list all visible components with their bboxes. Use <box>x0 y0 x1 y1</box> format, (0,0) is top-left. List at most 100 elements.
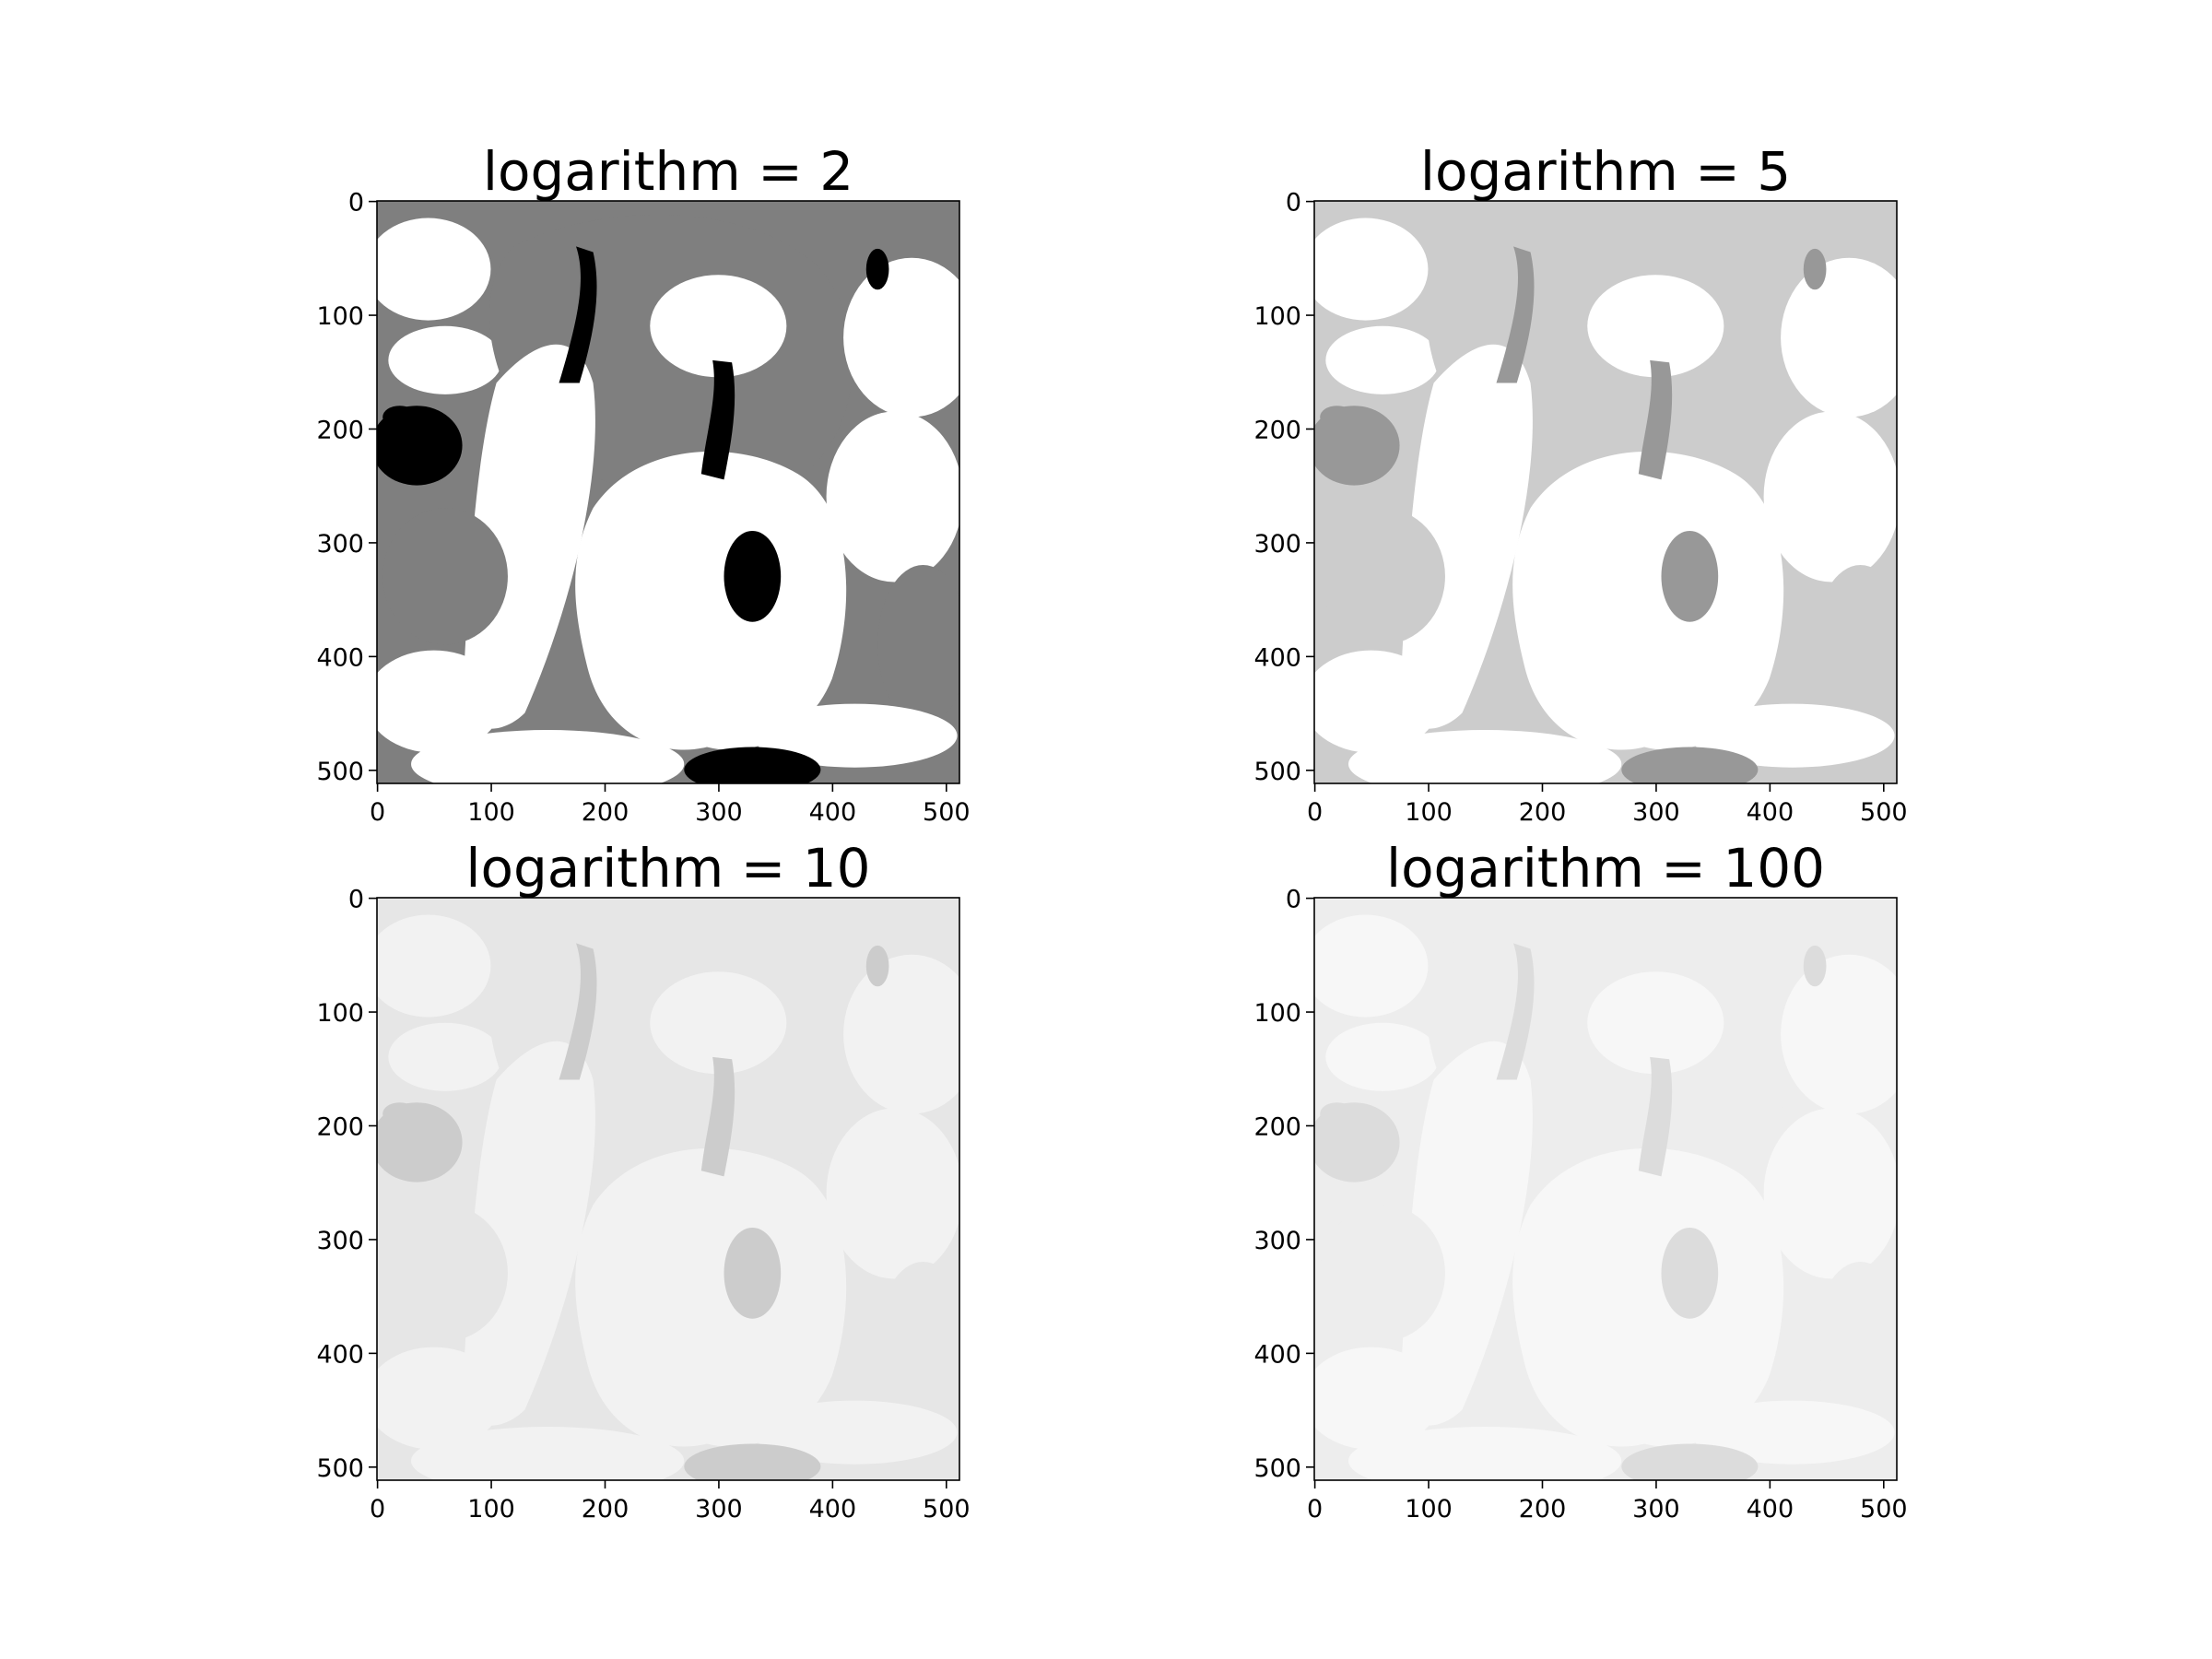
x-tick-label: 300 <box>1632 798 1680 827</box>
peppers-image <box>1314 201 1897 783</box>
x-tick-label: 400 <box>1747 1495 1794 1524</box>
image-region <box>1348 1426 1622 1480</box>
image-region <box>377 650 502 753</box>
y-tick-label: 200 <box>316 416 364 444</box>
image-region <box>1496 246 1535 383</box>
x-tick-label: 400 <box>1747 798 1794 827</box>
image-region <box>1587 971 1724 1075</box>
image-region <box>559 246 597 383</box>
x-tick-label: 500 <box>923 798 971 827</box>
y-tick-label: 100 <box>316 999 364 1028</box>
image-region <box>684 1443 821 1480</box>
x-tick-label: 100 <box>467 1495 515 1524</box>
y-axis: 0 100 200 300 400 500 <box>316 189 377 786</box>
image-region <box>1314 650 1440 753</box>
image-region <box>377 1347 502 1450</box>
image-region <box>1320 1102 1355 1125</box>
image-region <box>1399 344 1533 729</box>
image-region <box>700 359 735 480</box>
y-tick-label: 500 <box>316 758 364 786</box>
x-tick-label: 300 <box>695 1495 743 1524</box>
image-region <box>826 1108 959 1279</box>
image-region <box>462 344 595 729</box>
y-tick-label: 500 <box>1253 1454 1301 1483</box>
image-region <box>377 218 491 321</box>
image-region <box>1314 218 1429 321</box>
image-region <box>650 971 787 1075</box>
image-region <box>575 451 847 750</box>
image-region <box>382 406 418 429</box>
panel-log-5: logarithm = 5 0 100 200 300 400 500 0 100 200 30… <box>1253 140 1908 827</box>
image-region <box>1689 703 1895 768</box>
image-region <box>684 747 821 783</box>
y-tick-label: 300 <box>1253 1227 1301 1255</box>
image-region <box>1621 1443 1759 1480</box>
image-region <box>382 508 508 645</box>
image-region <box>1763 1108 1897 1279</box>
y-tick-label: 100 <box>1253 302 1301 331</box>
image-region <box>1763 411 1897 582</box>
image-region <box>1689 1400 1895 1465</box>
x-axis: 0 100 200 300 400 500 <box>1307 783 1908 827</box>
y-axis: 0 100 200 300 400 500 <box>316 886 377 1483</box>
image-region <box>1320 1205 1445 1342</box>
image-region <box>1638 359 1673 480</box>
axes-frame <box>376 897 960 1481</box>
y-axis: 0 100 200 300 400 500 <box>1253 189 1314 786</box>
image-region <box>826 411 959 582</box>
image-region <box>1325 325 1440 394</box>
axes-frame <box>1313 897 1898 1481</box>
image-region <box>650 275 787 378</box>
image-region <box>724 530 782 622</box>
x-tick-label: 100 <box>1405 798 1453 827</box>
peppers-image <box>1314 898 1897 1480</box>
panel-title: logarithm = 100 <box>1386 837 1825 900</box>
image-region <box>865 248 889 290</box>
x-axis: 0 100 200 300 400 500 <box>370 1480 971 1524</box>
image-region <box>462 1041 595 1426</box>
y-tick-label: 500 <box>1253 758 1301 786</box>
image-region <box>1803 248 1827 290</box>
x-tick-label: 400 <box>809 1495 857 1524</box>
image-region <box>843 257 959 418</box>
panel-title: logarithm = 5 <box>1420 140 1791 203</box>
image-region <box>382 1102 418 1125</box>
image-region <box>1399 1041 1533 1426</box>
image-region <box>752 703 958 768</box>
image-region <box>1661 530 1719 622</box>
y-tick-label: 200 <box>1253 1112 1301 1141</box>
image-region <box>382 1205 508 1342</box>
peppers-image <box>377 201 959 783</box>
image-region <box>724 1227 782 1319</box>
panel-title: logarithm = 10 <box>465 837 870 900</box>
image-region <box>1348 729 1622 783</box>
image-region <box>377 914 491 1018</box>
image-region <box>1587 275 1724 378</box>
image-region <box>700 1056 735 1177</box>
image-region <box>1781 954 1897 1114</box>
x-tick-label: 500 <box>923 1495 971 1524</box>
y-tick-label: 0 <box>348 886 364 914</box>
image-region <box>388 325 502 394</box>
image-region <box>1512 451 1784 750</box>
y-tick-label: 0 <box>1286 189 1301 218</box>
image-region <box>1781 257 1897 418</box>
x-tick-label: 0 <box>1307 1495 1323 1524</box>
x-tick-label: 200 <box>1519 1495 1567 1524</box>
x-tick-label: 200 <box>1519 798 1567 827</box>
x-tick-label: 0 <box>1307 798 1323 827</box>
image-region <box>1314 1347 1440 1450</box>
image-region <box>575 1147 847 1447</box>
image-region <box>411 729 685 783</box>
y-tick-label: 100 <box>316 302 364 331</box>
image-region <box>843 954 959 1114</box>
image-region <box>1320 406 1355 429</box>
y-tick-label: 500 <box>316 1454 364 1483</box>
y-tick-label: 300 <box>316 1227 364 1255</box>
image-region <box>1314 914 1429 1018</box>
peppers-image <box>377 898 959 1480</box>
y-tick-label: 400 <box>1253 1340 1301 1369</box>
y-tick-label: 300 <box>1253 530 1301 559</box>
x-tick-label: 100 <box>467 798 515 827</box>
